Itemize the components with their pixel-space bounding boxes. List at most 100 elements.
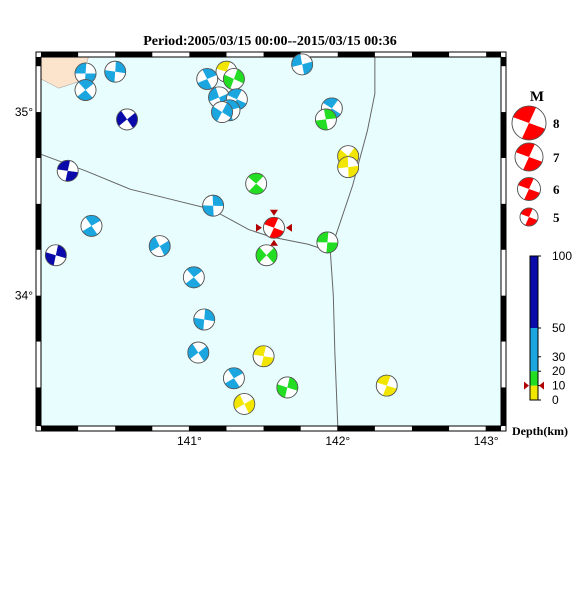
magnitude-legend-label: 6 [553, 182, 560, 197]
beachball-border [291, 53, 314, 76]
beachball-quadrant [228, 367, 244, 379]
beachball-border [233, 393, 256, 415]
beachball-quadrant [202, 68, 217, 80]
frame-band-right [501, 295, 506, 342]
earthquake-event [187, 341, 210, 364]
beachball-quadrant [316, 231, 329, 243]
earthquake-event [276, 376, 299, 399]
earthquake-event [211, 101, 233, 123]
depth-bar-segment [530, 371, 538, 386]
main-event-marker [269, 209, 278, 216]
beachball-quadrant [248, 183, 265, 195]
x-tick-label: 142° [325, 434, 350, 448]
frame-band-top [115, 52, 153, 57]
beachball-quadrant [523, 157, 543, 172]
beachball-quadrant [326, 242, 338, 253]
x-axis-ticks: 141° 142° 143° [177, 426, 499, 448]
earthquake-event [182, 266, 205, 289]
y-tick-label: 34° [15, 289, 33, 303]
beachball-quadrant [253, 345, 267, 357]
beachball-border [276, 376, 299, 399]
frame-band-left [36, 57, 41, 67]
map-panel: 141° 142° 143° 35° 34° [15, 51, 507, 448]
frame-band-left [36, 387, 41, 426]
beachball-border [211, 101, 233, 123]
main-event-marker [269, 239, 278, 246]
beachball-quadrant [521, 123, 545, 141]
beachball-quadrant [269, 227, 284, 239]
map-frame [35, 51, 507, 432]
beachball-border [193, 308, 216, 331]
frame-band-bottom [41, 426, 79, 431]
beachball-quadrant [187, 343, 199, 360]
beachball-quadrant [159, 240, 171, 256]
magnitude-legend-ball [519, 207, 539, 227]
earthquake-event [44, 244, 67, 267]
depth-bar-segment [530, 328, 538, 372]
frame-band-bottom [337, 426, 375, 431]
beachball-quadrant [204, 309, 215, 322]
beachball-border [187, 341, 210, 364]
frame-band-top [263, 52, 301, 57]
earthquake-event [74, 79, 97, 101]
frame-band-left [36, 203, 41, 250]
beachball-border [223, 367, 245, 390]
beachball-quadrant [348, 147, 359, 163]
magnitude-legend: M 8 7 6 5 [511, 89, 560, 227]
frame-band-bottom [486, 426, 501, 431]
frame-band-top [189, 52, 227, 57]
beachball-quadrant [149, 236, 160, 252]
frame-band-right [501, 203, 506, 250]
beachball-quadrant [65, 170, 79, 182]
beachball-quadrant [524, 189, 540, 201]
beachball-border [196, 68, 219, 90]
x-tick-label: 143° [474, 434, 499, 448]
beachball-border [263, 216, 285, 239]
earthquake-event [255, 244, 278, 267]
earthquake-event [223, 367, 245, 390]
beachball-border [148, 235, 171, 257]
beachball-quadrant [222, 102, 233, 118]
beachball-quadrant [291, 54, 303, 68]
beachball-quadrant [82, 225, 98, 237]
beachball-border [316, 231, 339, 254]
beachball-border [44, 244, 67, 267]
depth-tick-label: 0 [552, 393, 559, 407]
main-event [255, 209, 292, 246]
magnitude-legend-label: 5 [553, 210, 560, 225]
earthquake-events [44, 53, 398, 415]
magnitude-legend-label: 7 [553, 150, 560, 165]
frame-band-left [36, 295, 41, 342]
frame-band-top [337, 52, 375, 57]
sea-area [41, 57, 501, 426]
depth-tick-label: 50 [552, 321, 566, 335]
earthquake-event [196, 68, 219, 90]
beachball-quadrant [115, 61, 126, 74]
earthquake-event [80, 214, 103, 237]
depth-tick-label: 10 [552, 379, 566, 393]
beachball-quadrant [322, 97, 339, 109]
beachball-quadrant [348, 165, 359, 178]
earthquake-event [116, 108, 138, 131]
beachball-quadrant [261, 356, 274, 367]
depth-tick-label: 20 [552, 364, 566, 378]
earthquake-event [202, 194, 225, 217]
beachball-border [252, 345, 275, 368]
beachball-quadrant [116, 110, 128, 127]
magnitude-legend-ball [514, 142, 544, 172]
magnitude-legend-ball [511, 105, 547, 141]
magnitude-legend-title: M [530, 89, 544, 105]
beachball-border [375, 374, 398, 397]
earthquake-event [252, 345, 275, 368]
beachball-quadrant [198, 346, 209, 362]
depth-marker-right [539, 381, 544, 390]
beachball-quadrant [77, 90, 93, 101]
beachball-quadrant [78, 79, 94, 91]
y-axis-ticks: 35° 34° [15, 105, 33, 303]
earthquake-event [56, 159, 79, 182]
beachball-border [519, 207, 539, 227]
beachball-quadrant [223, 74, 234, 89]
beachball-quadrant [75, 63, 87, 74]
depth-tick-label: 100 [552, 249, 572, 263]
frame-band-bottom [263, 426, 301, 431]
